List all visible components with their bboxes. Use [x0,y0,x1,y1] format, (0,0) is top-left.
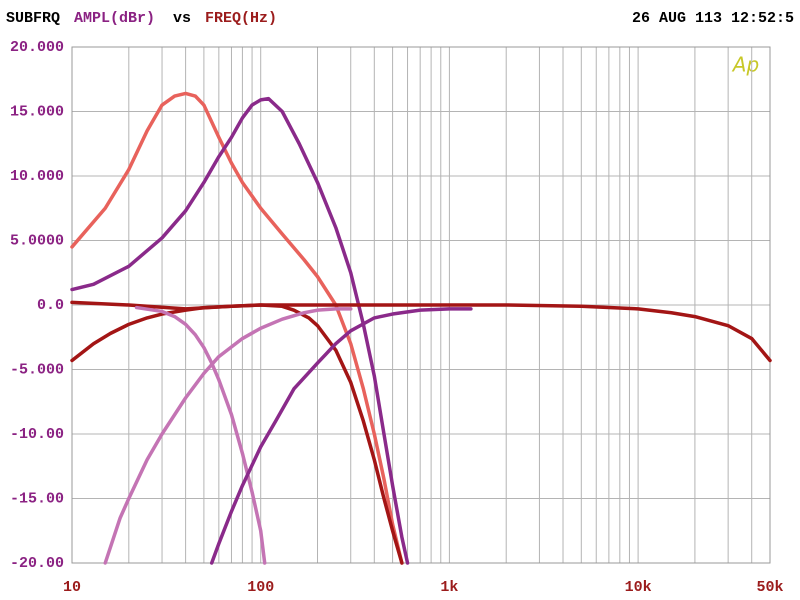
chart-title: SUBFRQ [6,10,60,27]
y-tick-label: 15.000 [10,103,64,120]
series-line [103,307,353,565]
series-line [70,300,404,565]
y-tick-label: -15.00 [10,490,64,507]
y-tick-label: 20.000 [10,39,64,56]
logo: Ap [731,53,759,77]
title-vs: vs [173,10,191,27]
series-line [70,91,404,565]
y-tick-label: -10.00 [10,426,64,443]
x-axis-label: FREQ(Hz) [205,10,277,27]
y-axis-label: AMPL(dBr) [74,10,155,27]
timestamp: 26 AUG 113 12:52:5 [632,10,794,27]
x-tick-label: 50k [756,579,783,596]
series-line [209,307,473,565]
x-tick-label: 10k [625,579,652,596]
plot-frame [71,46,771,564]
y-tick-label: -5.000 [10,361,64,378]
y-tick-label: -20.00 [10,555,64,572]
x-tick-label: 100 [247,579,274,596]
x-tick-label: 1k [440,579,458,596]
y-tick-label: 0.0 [37,297,64,314]
series-line [70,303,772,363]
y-tick-label: 10.000 [10,168,64,185]
x-tick-label: 10 [63,579,81,596]
series-line [70,96,410,565]
y-tick-label: 5.0000 [10,232,64,249]
